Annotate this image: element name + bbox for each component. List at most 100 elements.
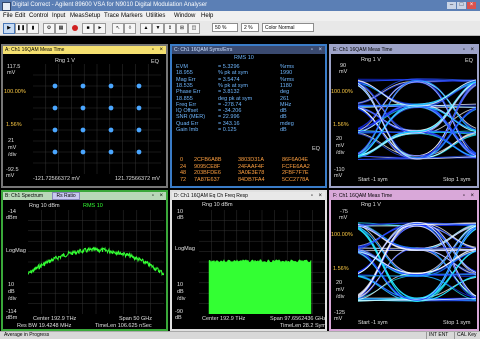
eye-trace — [358, 81, 476, 105]
panel-e-ytop-unit: mV — [339, 69, 348, 75]
panel-f-header[interactable]: F: Ch1 16QAM Meas Time — [331, 192, 477, 200]
menu-edit[interactable]: Edit — [15, 13, 26, 19]
minimize-button[interactable]: – — [447, 2, 456, 9]
panel-e-ybot-unit: mV — [334, 173, 343, 179]
panel-b-spectrum-plot[interactable] — [28, 210, 164, 314]
grid-icon[interactable]: ▦ — [55, 23, 67, 34]
metric-name: EVM — [176, 64, 188, 70]
filter-icon[interactable]: ▼ — [152, 23, 164, 34]
cursor-icon[interactable]: ↖ — [112, 23, 124, 34]
eye-trace — [358, 222, 476, 227]
eye-trace — [358, 83, 476, 157]
metric-value: deg pk at sym — [218, 95, 253, 102]
eye-trace — [358, 83, 476, 107]
symbol-row: 48 203BFDE6 3A0E3E78 2FBF7F7E — [176, 170, 326, 176]
close-button[interactable]: × — [467, 2, 476, 9]
settings-icon[interactable]: ⚙ — [43, 23, 55, 34]
menu-bar: File Edit Control Input MeasSetup Trace … — [0, 11, 480, 21]
panel-c-close-button[interactable]: × — [318, 47, 322, 53]
panel-e-eye-plot[interactable] — [358, 64, 476, 174]
eye-trace — [358, 226, 476, 302]
zoom-input[interactable]: 50 % — [212, 23, 238, 32]
peak-icon[interactable]: ▲ — [140, 23, 152, 34]
panel-b-max-button[interactable]: ▫ — [151, 193, 154, 199]
panel-c-symbol-table[interactable]: C: Ch1 16QAM Syms/Errs ▫ × RMS 10 EVM = 5… — [170, 44, 327, 188]
scale-icon[interactable]: ⇕ — [164, 23, 176, 34]
panel-e-scale-100: 100.00% — [331, 89, 353, 95]
eye-trace — [358, 224, 476, 298]
panel-e-scale-156: 1.56% — [333, 122, 349, 128]
eye-trace — [358, 130, 476, 157]
menu-file[interactable]: File — [3, 13, 13, 19]
color-scheme-select[interactable]: Color Normal — [262, 23, 314, 32]
play-icon[interactable]: ► — [94, 23, 106, 34]
panel-a-plot[interactable] — [33, 64, 161, 174]
panel-b-close-button[interactable]: × — [159, 193, 163, 199]
run-mode-icon[interactable]: ▶ — [3, 23, 15, 34]
panel-b-header[interactable]: B: Ch1 Spectrum Rs Ratio — [3, 192, 166, 200]
panel-b-spectrum[interactable]: B: Ch1 Spectrum Rs Ratio ▫ × Rng 10 dBm … — [1, 190, 168, 331]
layout-icon[interactable]: ⊞ — [176, 23, 188, 34]
panel-e-xleft: Start -1 sym — [358, 177, 388, 183]
panel-e-header[interactable]: E: Ch1 16QAM Meas Time — [331, 46, 477, 54]
panel-f-close-button[interactable]: × — [470, 193, 474, 199]
stop-icon[interactable]: ■ — [82, 23, 94, 34]
view-icon[interactable]: ◫ — [188, 23, 200, 34]
panel-f-max-button[interactable]: ▫ — [462, 193, 465, 199]
menu-window[interactable]: Window — [174, 13, 196, 19]
panel-c-max-button[interactable]: ▫ — [310, 47, 313, 53]
eye-trace — [358, 130, 476, 158]
panel-b-tab2[interactable]: Rs Ratio — [52, 192, 80, 200]
panel-b-title: B: Ch1 Spectrum — [5, 193, 44, 199]
toolbar: ▶ ❚❚ ▮ ⚙ ▦ ■ ► ↖ ◊ ▲ ▼ ⇕ ⊞ ◫ 50 % 2 % Co… — [0, 21, 480, 36]
panel-f-eye[interactable]: F: Ch1 16QAM Meas Time ▫ × Rng 1 V -75 m… — [329, 190, 479, 331]
menu-utilities[interactable]: Utilities — [146, 13, 166, 19]
panel-d-header[interactable]: D: Ch1 16QAM Eq Ch Freq Resp — [172, 192, 325, 200]
eye-trace — [358, 130, 476, 158]
panel-a-constellation[interactable]: A: Ch1 16QAM Meas Time ▫ × Rng 1 V EQ 11… — [1, 44, 168, 188]
eye-trace — [358, 275, 476, 300]
eye-trace — [358, 79, 476, 154]
panel-d-div-value: 10 — [177, 282, 184, 288]
panel-b-ytop-unit: dBm — [6, 215, 18, 221]
maximize-button[interactable]: □ — [457, 2, 466, 9]
menu-help[interactable]: Help — [201, 13, 214, 19]
panel-e-xright: Stop 1 sym — [443, 177, 471, 183]
panel-a-close-button[interactable]: × — [159, 47, 163, 53]
menu-trace[interactable]: Trace — [104, 13, 120, 19]
panel-d-freq-resp[interactable]: D: Ch1 16QAM Eq Ch Freq Resp ▫ × Rng 10 … — [170, 190, 327, 331]
panel-a-ybot: -92.5 — [6, 167, 19, 173]
panel-b-ylabel: LogMag — [6, 248, 26, 254]
eye-trace — [358, 133, 476, 158]
panel-d-plot[interactable] — [199, 210, 325, 314]
constellation-point — [80, 105, 86, 111]
split-input[interactable]: 2 % — [241, 23, 259, 32]
panel-e-eye[interactable]: E: Ch1 16QAM Meas Time ▫ × Rng 1 V EQ 90… — [329, 44, 479, 188]
panel-a-max-button[interactable]: ▫ — [151, 47, 154, 53]
menu-markers[interactable]: Markers — [121, 13, 143, 19]
eye-trace — [358, 82, 476, 158]
panel-d-center: Center 192.9 THz — [202, 316, 246, 322]
panel-d-close-button[interactable]: × — [318, 193, 322, 199]
marker-icon[interactable]: ◊ — [124, 23, 136, 34]
panel-e-close-button[interactable]: × — [470, 47, 474, 53]
menu-meassetup[interactable]: MeasSetup — [70, 13, 101, 19]
panel-a-xleft: -121.72566372 mV — [33, 176, 80, 182]
panel-a-header[interactable]: A: Ch1 16QAM Meas Time — [3, 46, 166, 54]
panel-e-max-button[interactable]: ▫ — [462, 47, 465, 53]
eye-trace — [358, 228, 476, 302]
panel-f-eye-plot[interactable] — [358, 208, 476, 316]
panel-d-max-button[interactable]: ▫ — [310, 193, 313, 199]
metric-name: 18.535 — [176, 82, 193, 89]
metric-unit: %rms — [280, 76, 295, 83]
pause-icon[interactable]: ❚❚ — [15, 23, 27, 34]
panel-c-header[interactable]: C: Ch1 16QAM Syms/Errs — [172, 46, 325, 54]
metric-value: % pk at sym — [218, 82, 248, 89]
single-icon[interactable]: ▮ — [27, 23, 39, 34]
symbol-idx: 48 — [180, 170, 187, 176]
app-icon — [2, 2, 11, 11]
status-bar: Average in Progress INT ENT CAL Key — [0, 331, 480, 339]
record-icon[interactable] — [72, 25, 78, 31]
menu-input[interactable]: Input — [52, 13, 66, 19]
menu-control[interactable]: Control — [29, 13, 49, 19]
